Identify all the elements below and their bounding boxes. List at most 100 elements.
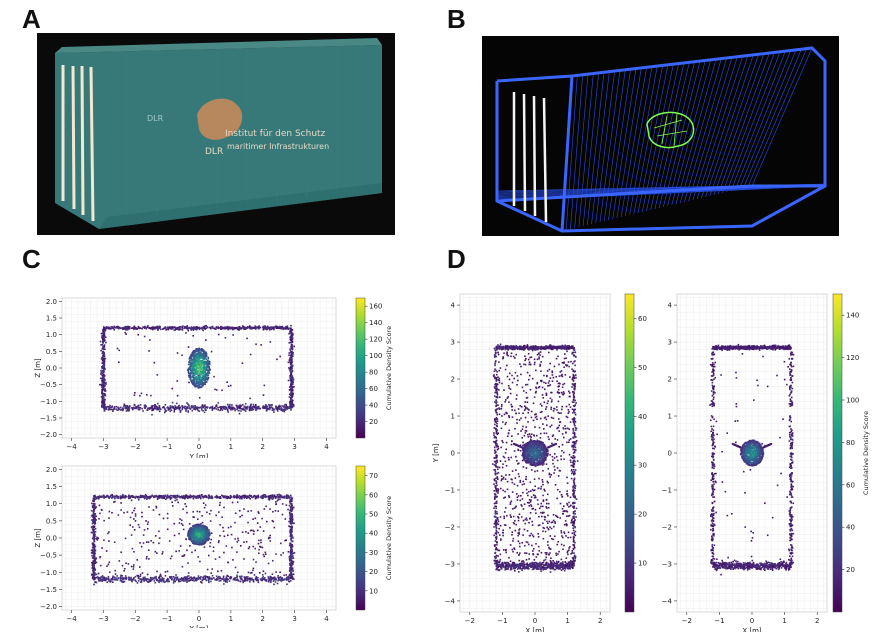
data-point bbox=[92, 519, 95, 522]
data-point bbox=[128, 410, 130, 412]
data-point bbox=[197, 495, 199, 497]
data-point bbox=[153, 495, 156, 498]
data-point bbox=[118, 326, 121, 329]
data-point bbox=[261, 579, 263, 582]
data-point bbox=[204, 575, 207, 578]
data-point bbox=[109, 496, 112, 498]
data-point bbox=[173, 496, 176, 499]
data-point bbox=[217, 408, 220, 411]
data-point bbox=[255, 409, 258, 411]
data-point bbox=[287, 508, 289, 511]
data-point bbox=[293, 578, 295, 580]
data-point bbox=[288, 327, 291, 330]
data-point bbox=[191, 351, 194, 354]
data-point bbox=[182, 555, 185, 557]
data-point bbox=[253, 494, 256, 497]
data-point bbox=[100, 383, 103, 386]
data-point bbox=[290, 379, 293, 382]
data-point bbox=[146, 393, 148, 396]
data-point bbox=[189, 576, 192, 579]
colorbar-tick-label: 80 bbox=[369, 369, 378, 377]
data-point bbox=[209, 406, 212, 409]
data-point bbox=[290, 342, 293, 344]
data-point bbox=[193, 580, 195, 582]
data-point bbox=[140, 579, 143, 582]
data-point bbox=[207, 371, 210, 373]
data-point bbox=[200, 348, 203, 350]
data-point bbox=[251, 406, 254, 408]
data-point bbox=[132, 568, 135, 570]
data-point bbox=[282, 409, 285, 412]
data-point bbox=[147, 541, 150, 543]
data-point bbox=[145, 327, 148, 330]
data-point bbox=[252, 408, 255, 411]
data-point bbox=[292, 386, 294, 388]
data-point bbox=[196, 358, 199, 360]
data-point bbox=[194, 371, 197, 374]
data-point bbox=[206, 378, 209, 381]
data-point bbox=[192, 328, 195, 330]
data-point bbox=[184, 495, 187, 498]
data-point bbox=[140, 581, 143, 583]
data-point bbox=[136, 406, 139, 408]
data-point bbox=[218, 580, 221, 582]
data-point bbox=[207, 356, 210, 359]
data-point bbox=[289, 330, 291, 333]
data-point bbox=[183, 579, 185, 582]
data-point bbox=[103, 384, 105, 387]
data-point bbox=[230, 496, 232, 499]
data-point bbox=[164, 408, 166, 410]
data-point bbox=[93, 534, 96, 537]
data-point bbox=[273, 326, 276, 328]
data-point bbox=[102, 579, 105, 581]
data-point bbox=[93, 557, 95, 560]
data-point bbox=[188, 381, 190, 384]
data-point bbox=[290, 336, 293, 339]
data-point bbox=[210, 572, 213, 574]
panel-label-d: D bbox=[447, 244, 466, 274]
data-point bbox=[250, 571, 253, 574]
data-point bbox=[193, 369, 195, 372]
data-point bbox=[104, 328, 107, 331]
data-point bbox=[259, 326, 262, 329]
data-point bbox=[100, 343, 102, 346]
data-point bbox=[240, 405, 242, 407]
data-point bbox=[181, 325, 184, 328]
data-point bbox=[123, 403, 126, 406]
data-point bbox=[291, 400, 293, 402]
data-point bbox=[275, 325, 277, 328]
data-point bbox=[270, 328, 273, 331]
data-point bbox=[291, 375, 293, 378]
data-point bbox=[268, 499, 271, 501]
data-point bbox=[269, 407, 271, 409]
data-point bbox=[208, 494, 210, 497]
data-point bbox=[288, 525, 290, 527]
data-point bbox=[218, 575, 220, 578]
data-point bbox=[200, 407, 203, 409]
data-point bbox=[184, 326, 186, 328]
data-point bbox=[187, 367, 190, 370]
data-point bbox=[290, 557, 293, 560]
data-point bbox=[281, 513, 284, 516]
data-point bbox=[277, 496, 279, 499]
data-point bbox=[103, 578, 106, 581]
data-point bbox=[187, 496, 190, 499]
data-point bbox=[93, 554, 95, 557]
data-point bbox=[289, 369, 291, 372]
data-point bbox=[186, 325, 189, 327]
data-point bbox=[137, 325, 140, 328]
data-point bbox=[236, 406, 238, 409]
data-point bbox=[98, 504, 101, 507]
data-point bbox=[254, 497, 257, 500]
data-point bbox=[164, 574, 167, 577]
data-point bbox=[283, 405, 285, 407]
data-point bbox=[122, 581, 125, 584]
data-point bbox=[223, 583, 225, 585]
data-point bbox=[239, 327, 242, 330]
data-point bbox=[111, 406, 114, 408]
data-point bbox=[192, 364, 195, 367]
wire-rib bbox=[709, 54, 759, 197]
data-point bbox=[102, 398, 105, 400]
data-point bbox=[248, 496, 251, 499]
data-point bbox=[254, 326, 257, 328]
